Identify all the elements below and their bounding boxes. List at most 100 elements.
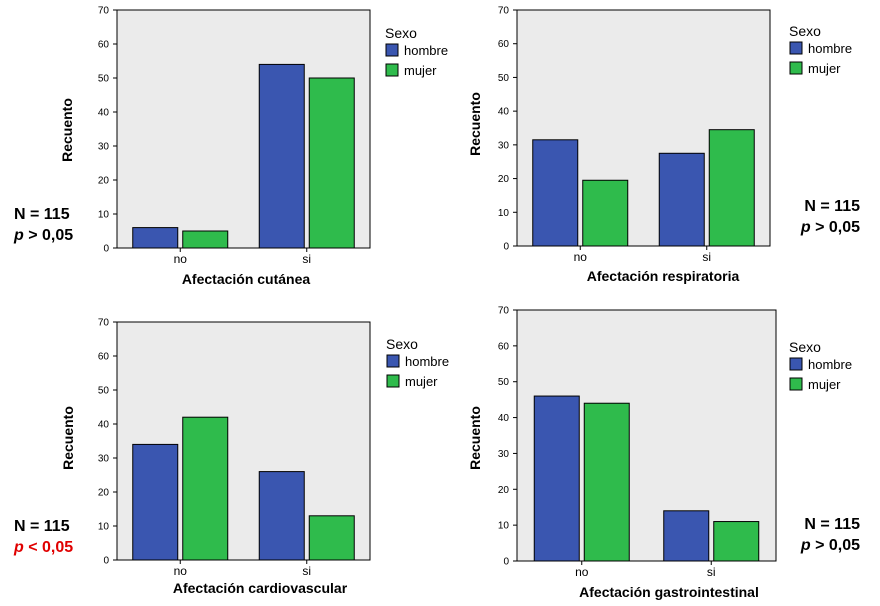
- p-comparison: > 0,05: [811, 219, 860, 236]
- legend-title: Sexo: [789, 339, 821, 355]
- y-tick-label: 70: [98, 318, 110, 329]
- bar-mujer-si: [713, 521, 760, 562]
- legend: Sexo hombre mujer: [386, 336, 449, 389]
- y-tick-label: 30: [98, 454, 110, 465]
- x-tick-label: si: [302, 564, 311, 578]
- y-tick-label: 40: [498, 413, 510, 424]
- y-tick-label: 10: [498, 521, 510, 532]
- p-symbol: p: [800, 219, 811, 236]
- p-symbol: p: [13, 539, 24, 556]
- bar-hombre-no: [532, 139, 579, 247]
- p-comparison: > 0,05: [811, 537, 860, 554]
- legend-title: Sexo: [386, 336, 418, 352]
- bar-hombre-si: [258, 63, 305, 249]
- y-axis-title: Recuento: [467, 406, 483, 470]
- y-tick-label: 60: [98, 40, 110, 51]
- y-tick-label: 50: [98, 74, 110, 85]
- legend: Sexo hombre mujer: [789, 23, 852, 76]
- x-tick-label: si: [707, 565, 716, 579]
- bar-mujer-no: [182, 416, 229, 561]
- y-axis-title: Recuento: [60, 406, 76, 470]
- chart-panel: 0 10 20 30 40 50 60 70 no si Afectación cardiovasc…: [13, 318, 449, 597]
- legend-label-mujer: mujer: [808, 377, 841, 392]
- p-value-label: p > 0,05: [800, 537, 860, 554]
- y-tick-label: 20: [98, 176, 110, 187]
- bar-mujer-si: [308, 515, 355, 561]
- y-tick-label: 0: [503, 557, 509, 568]
- legend-swatch-mujer: [789, 377, 803, 391]
- legend-swatch-hombre: [386, 354, 400, 368]
- chart-panel: 0 10 20 30 40 50 60 70 no si Afectación respirator…: [467, 6, 860, 285]
- legend-swatch-hombre: [385, 43, 399, 57]
- y-tick-label: 40: [98, 420, 110, 431]
- bar-mujer-si: [308, 77, 355, 249]
- y-tick-label: 10: [98, 522, 110, 533]
- y-tick-label: 60: [98, 352, 110, 363]
- legend-swatch-hombre: [789, 357, 803, 371]
- bar-hombre-si: [663, 510, 710, 562]
- y-tick-label: 60: [498, 39, 510, 50]
- y-tick-label: 20: [498, 485, 510, 496]
- x-axis-title: Afectación cutánea: [182, 271, 311, 287]
- p-symbol: p: [13, 227, 24, 244]
- sample-size-label: N = 115: [14, 206, 70, 223]
- legend-title: Sexo: [385, 25, 417, 41]
- bar-hombre-no: [132, 227, 179, 249]
- bar-hombre-no: [533, 395, 580, 562]
- chart-panel: 0 10 20 30 40 50 60 70 no si Afectación cutánea Rec…: [13, 6, 448, 288]
- y-tick-label: 10: [98, 210, 110, 221]
- y-tick-label: 40: [98, 108, 110, 119]
- p-comparison: < 0,05: [24, 539, 73, 556]
- legend-label-hombre: hombre: [808, 357, 852, 372]
- bar-mujer-no: [583, 402, 630, 562]
- x-tick-label: no: [574, 250, 588, 264]
- bar-hombre-si: [658, 152, 705, 247]
- y-tick-label: 70: [498, 6, 510, 17]
- y-tick-label: 50: [98, 386, 110, 397]
- x-tick-label: no: [575, 565, 589, 579]
- bar-mujer-no: [582, 179, 629, 247]
- y-axis-title: Recuento: [59, 98, 75, 162]
- legend-swatch-mujer: [789, 61, 803, 75]
- bar-mujer-si: [708, 129, 755, 247]
- y-tick-label: 20: [98, 488, 110, 499]
- bar-mujer-no: [182, 230, 229, 249]
- y-tick-label: 50: [498, 73, 510, 84]
- legend-label-mujer: mujer: [808, 61, 841, 76]
- y-tick-label: 0: [503, 242, 509, 253]
- legend-swatch-mujer: [385, 63, 399, 77]
- sample-size-label: N = 115: [804, 516, 860, 533]
- legend-swatch-hombre: [789, 41, 803, 55]
- y-tick-label: 70: [498, 306, 510, 317]
- y-tick-label: 70: [98, 6, 110, 17]
- x-tick-label: si: [702, 250, 711, 264]
- y-tick-label: 30: [98, 142, 110, 153]
- y-tick-label: 10: [498, 208, 510, 219]
- legend: Sexo hombre mujer: [789, 339, 852, 392]
- legend-label-hombre: hombre: [808, 41, 852, 56]
- bar-hombre-no: [132, 443, 179, 561]
- y-tick-label: 30: [498, 449, 510, 460]
- legend-swatch-mujer: [386, 374, 400, 388]
- p-value-label: p < 0,05: [13, 539, 73, 556]
- legend-title: Sexo: [789, 23, 821, 39]
- legend: Sexo hombre mujer: [385, 25, 448, 78]
- x-tick-label: no: [174, 564, 188, 578]
- p-value-label: p > 0,05: [800, 219, 860, 236]
- y-tick-label: 20: [498, 174, 510, 185]
- x-tick-label: no: [174, 252, 188, 266]
- p-comparison: > 0,05: [24, 227, 73, 244]
- y-tick-label: 40: [498, 107, 510, 118]
- x-axis-title: Afectación respiratoria: [587, 268, 740, 284]
- legend-label-hombre: hombre: [405, 354, 449, 369]
- y-tick-label: 0: [103, 244, 109, 255]
- sample-size-label: N = 115: [14, 518, 70, 535]
- x-tick-label: si: [302, 252, 311, 266]
- p-symbol: p: [800, 537, 811, 554]
- x-axis-title: Afectación cardiovascular: [173, 580, 348, 596]
- y-tick-label: 30: [498, 140, 510, 151]
- x-axis-title: Afectación gastrointestinal: [579, 584, 759, 600]
- legend-label-mujer: mujer: [404, 63, 437, 78]
- y-axis-title: Recuento: [467, 92, 483, 156]
